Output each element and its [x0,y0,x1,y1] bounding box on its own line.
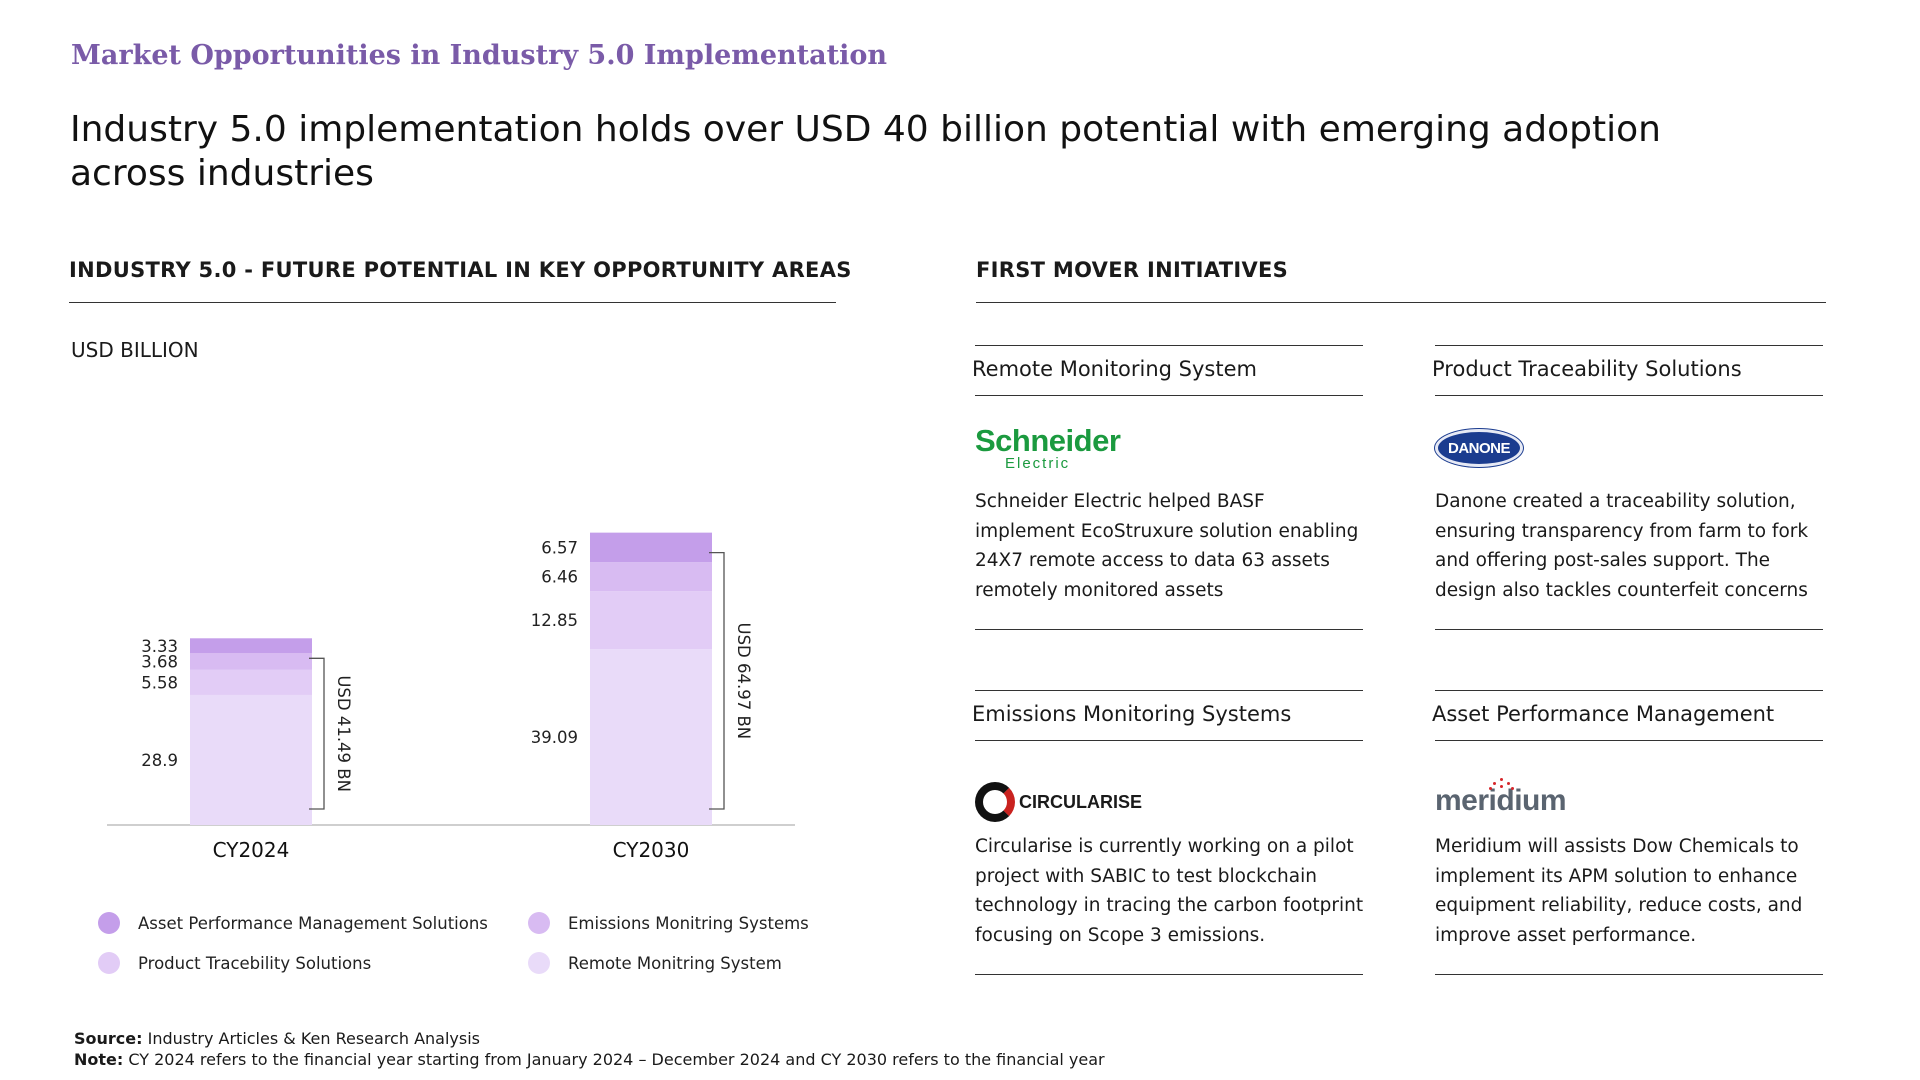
initiative-card-asset-performance: Asset Performance Management meridium Me… [1432,690,1823,975]
card-divider [975,740,1363,741]
x-tick-label: CY2024 [213,838,290,862]
logo-wordmark: meridium [1435,784,1567,817]
chart-unit-label: USD BILLION [71,338,199,362]
logo-subtext: Electric [1005,455,1071,472]
danone-badge: DANONE [1435,429,1523,467]
logo-wordmark: Schneider [975,423,1121,458]
legend-label: Remote Monitring System [568,953,782,973]
circularise-ring-icon [975,782,1015,822]
logo-wordmark: DANONE [1447,439,1511,457]
card-title: Product Traceability Solutions [1432,357,1742,381]
data-label: 12.85 [531,611,578,630]
bar-segment [590,532,712,563]
legend-label: Emissions Monitring Systems [568,913,809,933]
card-divider [1435,740,1823,741]
page-title: Industry 5.0 implementation holds over U… [70,109,1661,194]
initiatives-section-divider [976,302,1826,303]
card-title: Emissions Monitoring Systems [972,702,1292,726]
legend-swatch [98,912,120,934]
bar-segment [590,562,712,592]
source-footnote: Source: Industry Articles & Ken Research… [74,1029,480,1048]
note-text: CY 2024 refers to the financial year sta… [123,1050,1105,1069]
source-label: Source: [74,1029,143,1048]
card-title: Remote Monitoring System [972,357,1257,381]
data-label: 6.57 [541,538,578,557]
data-label: 5.58 [141,673,178,692]
card-divider [1435,345,1823,346]
legend-swatch [528,912,550,934]
legend-item-product-traceability: Product Tracebility Solutions [98,952,371,974]
schneider-logo: Schneider Electric [975,423,1121,473]
total-label: USD 64.97 BN [734,622,753,739]
chart-section-divider [69,302,836,303]
card-title: Asset Performance Management [1432,702,1775,726]
bar-segment [190,638,312,654]
data-label: 6.46 [541,568,578,587]
data-label: 28.9 [141,751,178,770]
card-divider [975,395,1363,396]
legend-item-remote-monitoring: Remote Monitring System [528,952,782,974]
total-bracket [709,551,725,810]
data-label: 39.09 [531,728,578,747]
bar-segment [590,649,712,825]
logo-wordmark: CIRCULARISE [1019,791,1143,812]
data-label: 3.33 [141,637,178,656]
legend-item-emissions: Emissions Monitring Systems [528,912,809,934]
card-divider [975,629,1363,630]
page-kicker: Market Opportunities in Industry 5.0 Imp… [71,40,888,71]
circularise-logo: CIRCULARISE [975,778,1142,826]
card-description: Danone created a traceability solution, … [1435,491,1809,601]
card-divider [1435,690,1823,691]
meridium-logo: meridium [1435,778,1823,832]
bar-segment [190,669,312,695]
chart-section-title: INDUSTRY 5.0 - FUTURE POTENTIAL IN KEY O… [69,258,852,282]
note-footnote: Note: CY 2024 refers to the financial ye… [74,1050,1105,1069]
bar-segment [590,591,712,650]
card-description: Meridium will assists Dow Chemicals to i… [1435,836,1803,946]
legend-item-asset-performance: Asset Performance Management Solutions [98,912,488,934]
card-divider [1435,629,1823,630]
x-tick-label: CY2030 [613,838,690,862]
meridium-dots-icon [1489,778,1515,792]
card-divider [975,345,1363,346]
bar-segment [190,694,312,825]
initiatives-section-title: FIRST MOVER INITIATIVES [976,258,1289,282]
card-divider [1435,974,1823,975]
card-divider [1435,395,1823,396]
legend-label: Product Tracebility Solutions [138,953,372,973]
card-divider [975,690,1363,691]
danone-logo: DANONE [1435,429,1523,477]
source-text: Industry Articles & Ken Research Analysi… [142,1029,480,1048]
bar-segment [190,653,312,670]
card-description: Schneider Electric helped BASF implement… [975,491,1359,601]
legend-swatch [528,952,550,974]
legend-label: Asset Performance Management Solutions [138,913,488,933]
note-label: Note: [74,1050,124,1069]
total-label: USD 41.49 BN [334,675,353,792]
card-divider [975,974,1363,975]
legend-swatch [98,952,120,974]
total-bracket [309,657,325,810]
card-description: Circularise is currently working on a pi… [975,836,1364,946]
data-label: 3.68 [141,653,178,672]
